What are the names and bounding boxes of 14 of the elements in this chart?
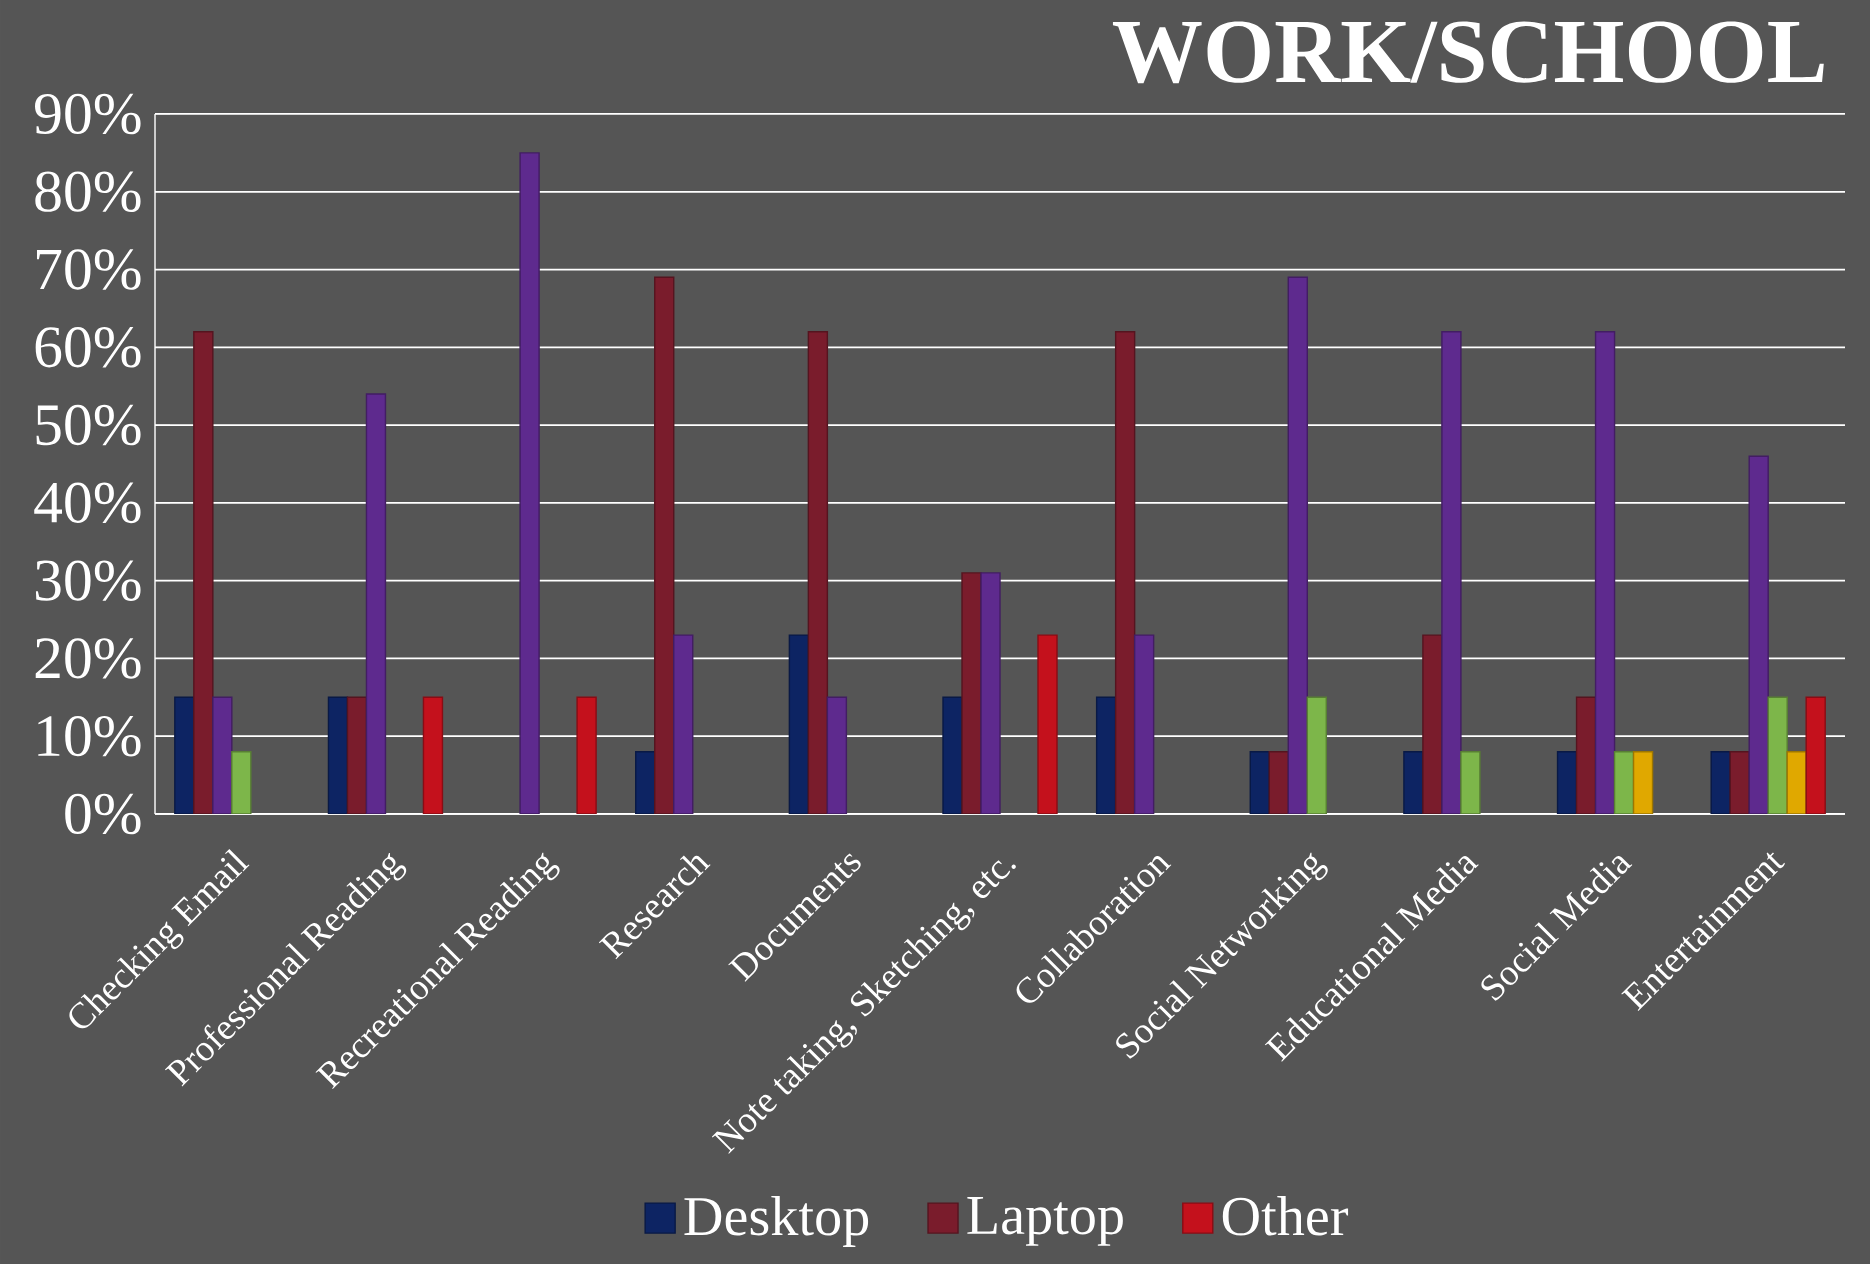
legend-label: Desktop — [684, 1195, 869, 1247]
y-tick-label: 50% — [36, 404, 141, 446]
y-tick-label: 20% — [35, 638, 141, 679]
legend-label: Laptop — [967, 1197, 1123, 1246]
legend-label: Other — [1222, 1195, 1349, 1236]
y-tick-label: 70% — [36, 249, 141, 290]
y-tick-label: 30% — [35, 560, 141, 601]
y-tick-label: 90% — [35, 93, 141, 135]
y-tick-label: 60% — [35, 327, 141, 368]
y-tick-label: 0% — [65, 793, 141, 835]
y-tick-label: 80% — [35, 171, 141, 213]
chart-title: WORK/SCHOOL — [1112, 21, 1824, 84]
y-tick-label: 10% — [38, 715, 141, 757]
y-tick-label: 40% — [34, 482, 141, 524]
